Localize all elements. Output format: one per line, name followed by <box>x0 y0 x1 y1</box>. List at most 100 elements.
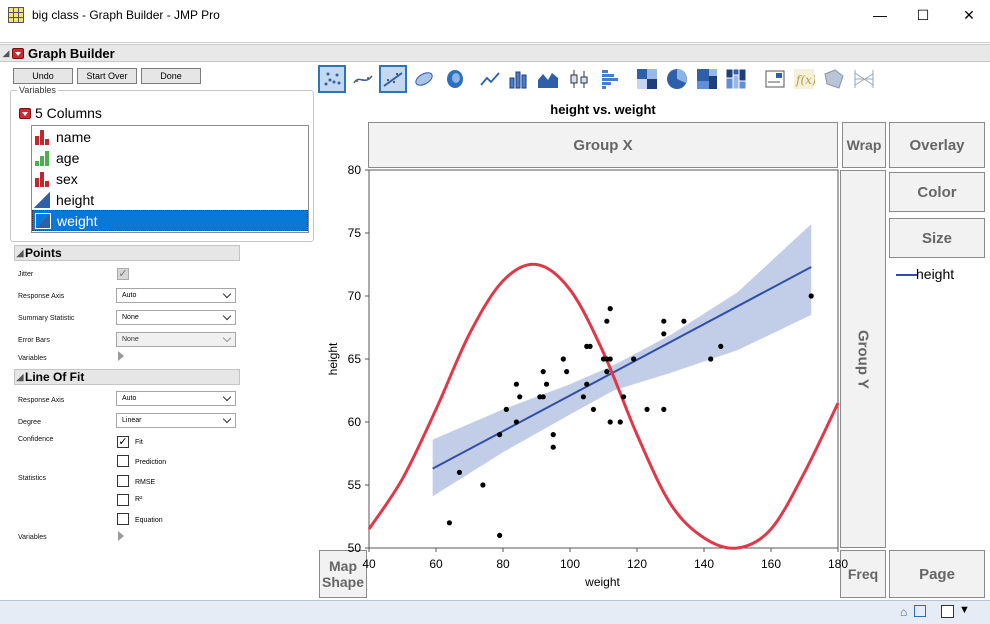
confidence-band <box>432 224 812 497</box>
column-item-name[interactable]: name <box>32 126 308 147</box>
column-item-weight[interactable]: weight <box>32 210 308 231</box>
columns-red-triangle-icon[interactable] <box>19 107 31 119</box>
equation-checkbox[interactable] <box>117 513 129 525</box>
ellipse-element-button[interactable] <box>410 65 438 93</box>
data-point <box>480 482 486 488</box>
heatmap-element-button[interactable] <box>633 65 661 93</box>
points-response-axis-select[interactable]: Auto <box>116 288 236 303</box>
points-variables-label: Variables <box>18 355 47 362</box>
smoother-element-button[interactable] <box>349 65 377 93</box>
data-point <box>513 381 520 387</box>
wrap-zone[interactable]: Wrap <box>842 122 886 168</box>
histogram-element-button[interactable] <box>596 65 624 93</box>
data-point <box>456 469 463 475</box>
fit-checkbox[interactable]: ✓ <box>117 436 129 448</box>
collapse-triangle-icon[interactable]: ◢ <box>16 247 24 258</box>
group-y-label: Group Y <box>854 329 872 389</box>
x-axis-label: weight <box>584 575 620 589</box>
page-zone[interactable]: Page <box>889 550 985 598</box>
chevron-down-icon <box>222 311 232 321</box>
fit-checkbox-label: Fit <box>135 439 143 446</box>
collapse-triangle-icon[interactable]: ◢ <box>16 371 24 382</box>
area-element-button[interactable] <box>534 65 562 93</box>
error-bars-select[interactable]: None <box>116 332 236 347</box>
points-section-header[interactable]: ◢ Points <box>14 245 240 261</box>
bar-element-button[interactable] <box>505 65 533 93</box>
group-y-zone[interactable]: Group Y <box>840 170 886 548</box>
formula-element-button[interactable]: f(x) <box>790 65 818 93</box>
fit-response-axis-select[interactable]: Auto <box>116 391 236 406</box>
expand-variables-icon[interactable] <box>118 531 124 541</box>
degree-select[interactable]: Linear <box>116 413 236 428</box>
minimize-button[interactable]: — <box>873 7 887 23</box>
close-button[interactable]: ✕ <box>963 6 975 23</box>
data-point <box>607 419 613 425</box>
line-of-fit-section-header[interactable]: ◢ Line Of Fit <box>14 369 240 385</box>
x-tick-label: 160 <box>761 557 781 571</box>
pie-element-button[interactable] <box>663 65 691 93</box>
y-tick-label: 60 <box>348 415 362 429</box>
window-list-icon[interactable] <box>914 605 926 617</box>
home-icon[interactable]: ⌂ <box>900 605 908 619</box>
data-point <box>497 432 503 438</box>
jitter-checkbox[interactable]: ✓ <box>117 268 129 280</box>
data-point <box>808 293 814 299</box>
column-item-label: sex <box>56 170 78 187</box>
points-element-button[interactable] <box>318 65 346 93</box>
treemap-element-button[interactable] <box>693 65 721 93</box>
data-point <box>661 318 667 324</box>
column-item-sex[interactable]: sex <box>32 168 308 189</box>
data-point <box>644 406 650 412</box>
column-item-age[interactable]: age <box>32 147 308 168</box>
box-plot-element-button[interactable] <box>565 65 593 93</box>
svg-text:f(x): f(x) <box>795 73 815 87</box>
start-over-button[interactable]: Start Over <box>77 68 137 84</box>
data-point <box>537 394 543 400</box>
parallel-element-button[interactable] <box>850 65 878 93</box>
line-of-fit-element-button[interactable] <box>379 65 407 93</box>
chevron-down-icon[interactable]: ▼ <box>959 604 970 616</box>
r2-checkbox[interactable] <box>117 494 129 506</box>
freq-zone[interactable]: Freq <box>840 550 886 598</box>
variables-group: Variables 5 Columns name age sex height … <box>10 85 314 242</box>
legend-label: height <box>916 266 955 282</box>
size-zone[interactable]: Size <box>889 218 985 258</box>
collapse-triangle-icon[interactable]: ◢ <box>2 47 10 58</box>
points-section-title: Points <box>25 246 62 260</box>
line-element-button[interactable] <box>476 65 504 93</box>
statistics-label: Statistics <box>18 475 47 482</box>
done-button[interactable]: Done <box>141 68 201 84</box>
rmse-checkbox[interactable] <box>117 475 129 487</box>
column-item-height[interactable]: height <box>32 189 308 210</box>
data-point <box>584 343 590 349</box>
color-zone[interactable]: Color <box>889 172 985 212</box>
data-point <box>604 369 610 375</box>
data-point <box>681 318 687 324</box>
overlay-zone[interactable]: Overlay <box>889 122 985 168</box>
caption-box-element-button[interactable] <box>761 65 789 93</box>
data-point <box>540 394 546 400</box>
map-shape-zone[interactable]: Map Shape <box>319 550 367 598</box>
undo-button[interactable]: Undo <box>13 68 73 84</box>
prediction-checkbox[interactable] <box>117 455 129 467</box>
summary-statistic-select[interactable]: None <box>116 310 236 325</box>
data-point <box>543 381 550 387</box>
mosaic-element-button[interactable] <box>722 65 750 93</box>
window-state-icon[interactable] <box>941 605 954 618</box>
chart-title: height vs. weight <box>550 102 656 117</box>
confidence-label: Confidence <box>18 436 54 443</box>
group-x-zone[interactable]: Group X <box>368 122 838 168</box>
map-shapes-element-button[interactable] <box>820 65 848 93</box>
data-point <box>600 356 607 362</box>
data-point <box>580 394 587 400</box>
expand-variables-icon[interactable] <box>118 351 124 361</box>
x-tick-label: 80 <box>496 557 510 571</box>
contour-element-button[interactable] <box>441 65 469 93</box>
y-axis-label: height <box>326 342 340 375</box>
panel-title: Graph Builder <box>28 45 115 61</box>
status-bar: ⌂ ▼ <box>0 600 990 624</box>
maximize-button[interactable]: ☐ <box>916 6 930 23</box>
y-tick-label: 75 <box>348 226 362 240</box>
red-triangle-menu-icon[interactable] <box>12 47 24 59</box>
menu-bar-strip <box>0 30 990 43</box>
